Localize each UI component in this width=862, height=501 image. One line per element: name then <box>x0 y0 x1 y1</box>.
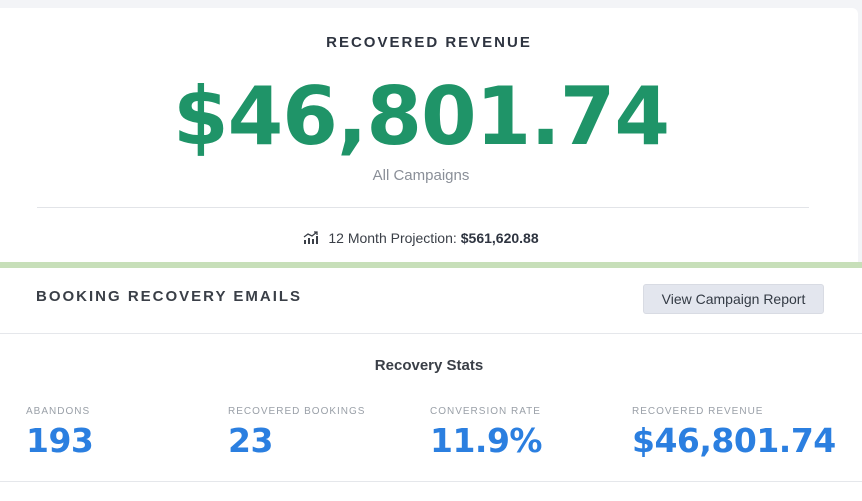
stat-label: ABANDONS <box>26 406 91 417</box>
stat-recovered-bookings: RECOVERED BOOKINGS 23 <box>228 406 365 460</box>
stat-label: RECOVERED REVENUE <box>632 406 764 417</box>
revenue-card-subtitle: All Campaigns <box>372 167 470 184</box>
projection-row: 12 Month Projection: $561,620.88 <box>0 230 842 246</box>
stat-conversion-rate: CONVERSION RATE 11.9% <box>430 406 543 460</box>
stat-value: $46,801.74 <box>632 421 836 460</box>
recovery-stats-title: Recovery Stats <box>374 357 484 374</box>
divider <box>0 333 862 334</box>
view-campaign-report-button[interactable]: View Campaign Report <box>643 284 824 314</box>
stat-value: 23 <box>228 421 273 460</box>
bar-chart-trend-icon <box>303 231 319 245</box>
revenue-card-title: RECOVERED REVENUE <box>326 34 532 51</box>
stat-label: RECOVERED BOOKINGS <box>228 406 366 417</box>
divider <box>37 207 809 208</box>
recovered-revenue-amount: $46,801.74 <box>172 70 670 163</box>
accent-bar <box>0 262 862 268</box>
stat-abandons: ABANDONS 193 <box>26 406 94 460</box>
projection-value: $561,620.88 <box>460 230 539 246</box>
stat-recovered-revenue: RECOVERED REVENUE $46,801.74 <box>632 406 836 460</box>
stat-label: CONVERSION RATE <box>430 406 541 417</box>
recovered-revenue-card: RECOVERED REVENUE $46,801.74 All Campaig… <box>0 8 858 262</box>
stat-value: 193 <box>26 421 94 460</box>
projection-label: 12 Month Projection: <box>328 230 457 246</box>
booking-recovery-card: BOOKING RECOVERY EMAILS View Campaign Re… <box>0 268 862 501</box>
stat-value: 11.9% <box>430 421 543 460</box>
section-title: BOOKING RECOVERY EMAILS <box>36 288 303 305</box>
divider <box>0 481 862 482</box>
